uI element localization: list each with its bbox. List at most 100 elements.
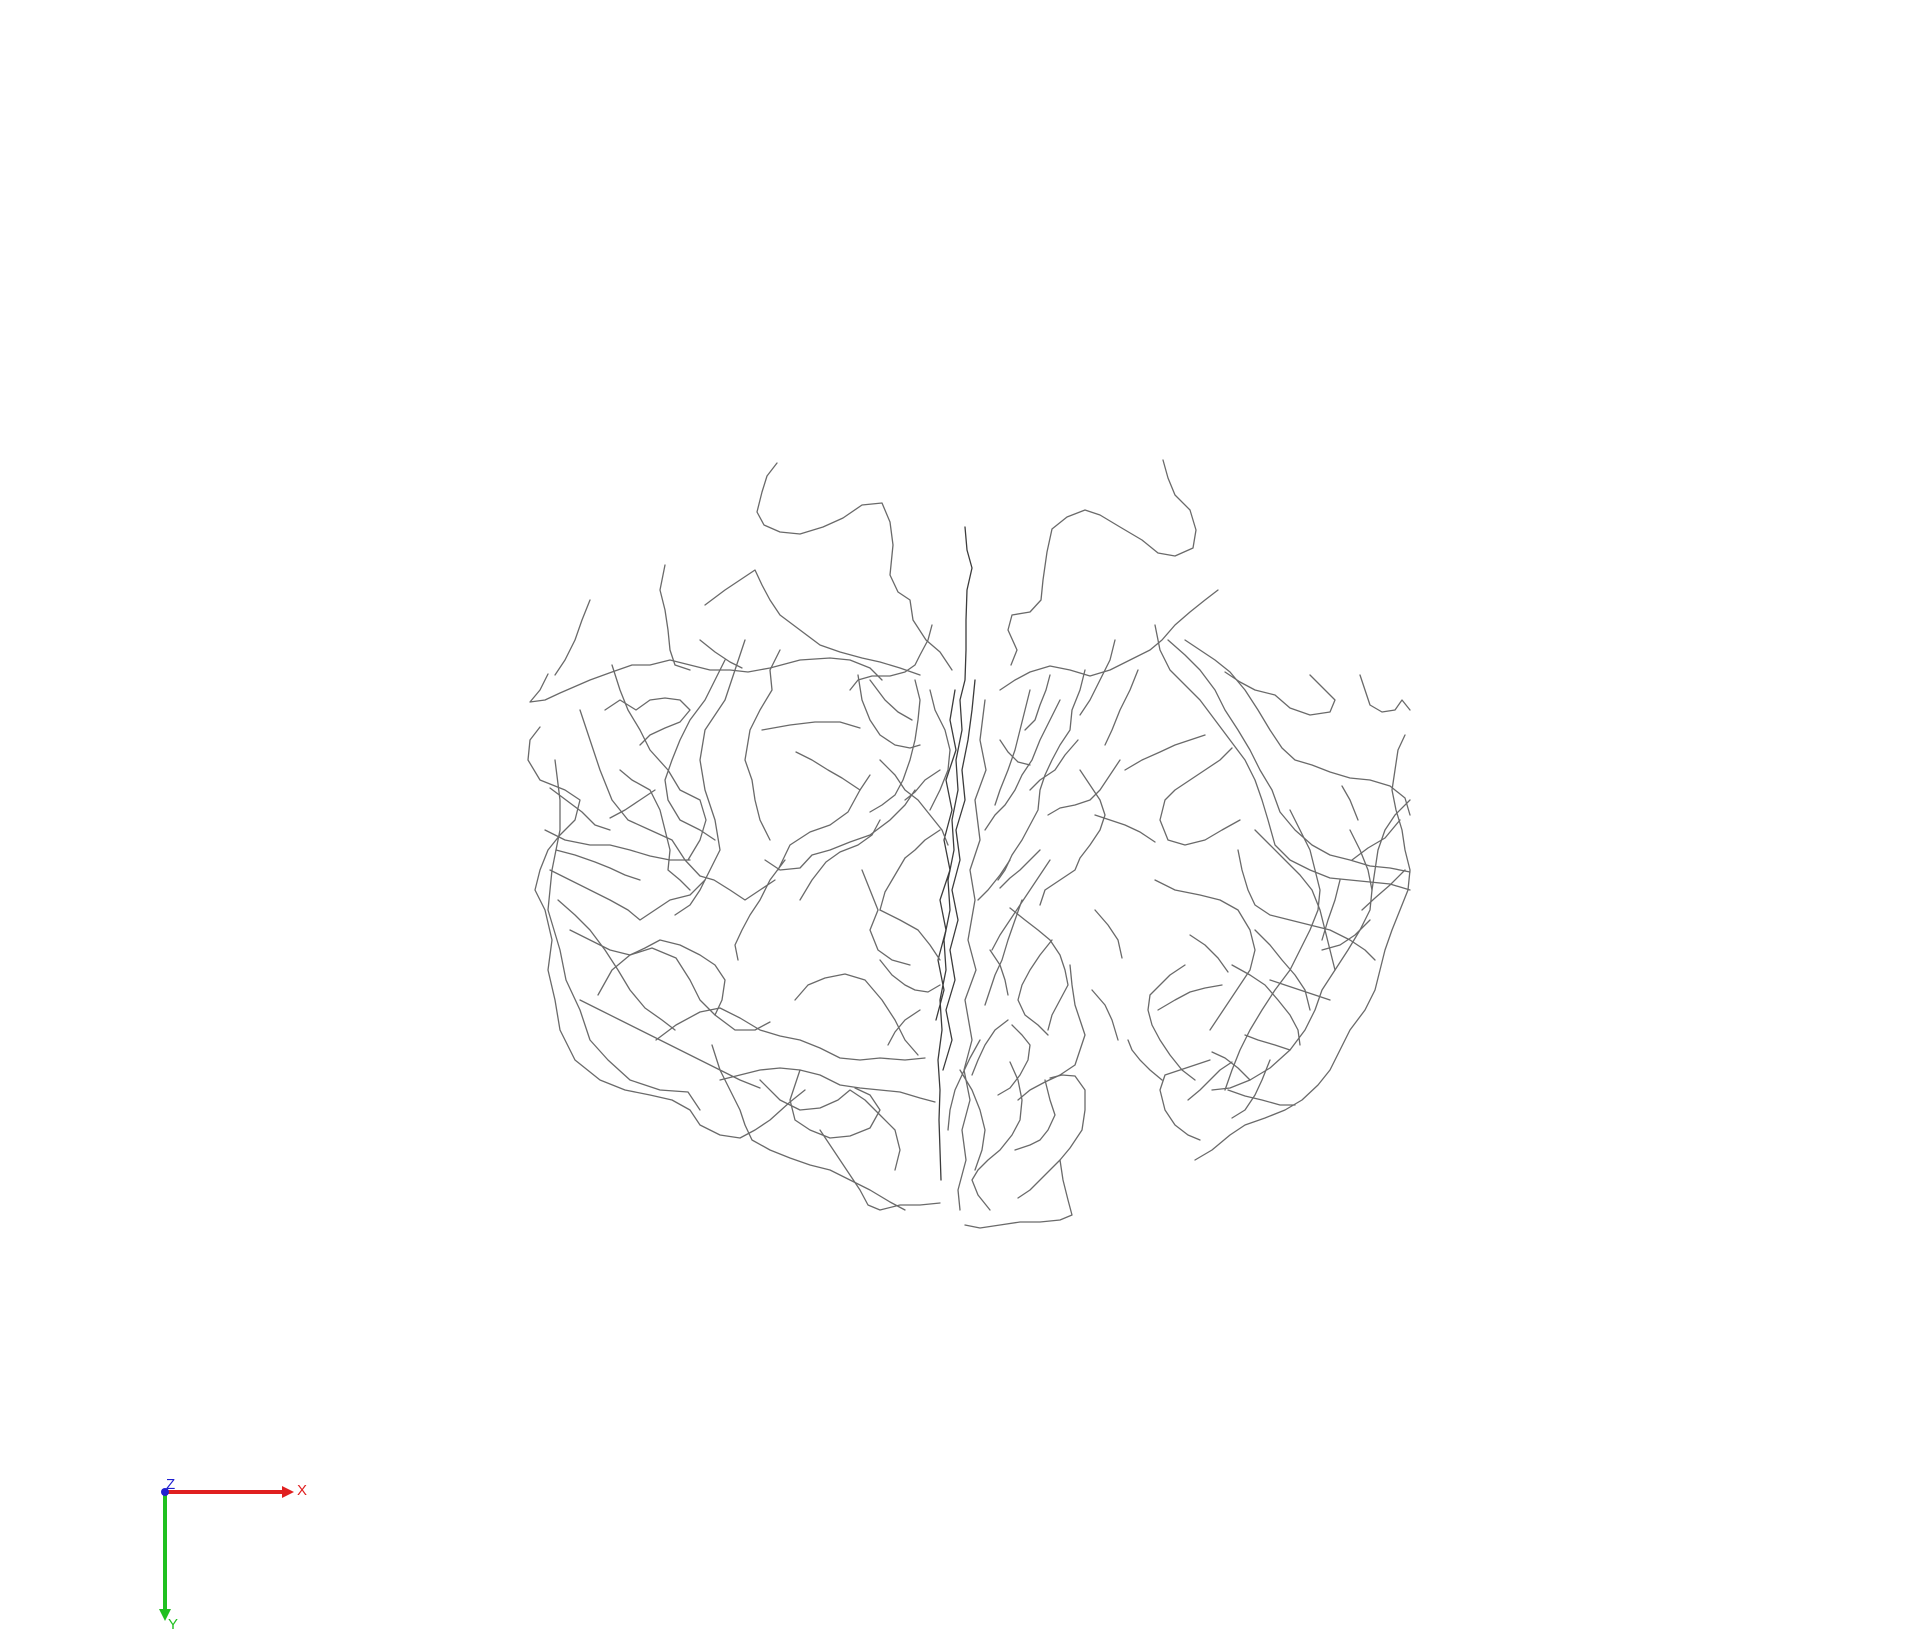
vessel-trace — [557, 899, 676, 1031]
vessel-trace — [711, 1044, 906, 1211]
vessel-trace — [1024, 674, 1051, 731]
vessel-trace — [997, 669, 1086, 881]
vessel-trace — [942, 679, 976, 1071]
vessel-trace — [1359, 674, 1411, 713]
vessel-trace — [1127, 1039, 1163, 1081]
vessel-trace — [699, 639, 743, 669]
vessel-trace — [904, 769, 941, 801]
vessel-trace — [1017, 1074, 1086, 1199]
vessel-trace — [1159, 747, 1241, 846]
vessel-trace — [994, 689, 1031, 806]
vessel-trace — [549, 869, 706, 921]
vessel-trace — [1231, 1059, 1271, 1119]
vessel-trace — [869, 679, 913, 721]
vessel-trace — [579, 709, 776, 901]
vessel-trace — [1237, 849, 1376, 961]
vessel-trace — [1224, 809, 1321, 1091]
vessel-trace — [879, 759, 949, 846]
vessel-trace — [1014, 1079, 1056, 1151]
vessel-trace — [1187, 1061, 1233, 1101]
vessel-trace — [869, 679, 921, 813]
vessel-traces — [527, 459, 1411, 1229]
vessel-trace — [957, 699, 987, 1211]
vessel-trace — [904, 829, 941, 859]
vessel-trace — [1361, 869, 1406, 911]
vessel-trace — [1159, 1059, 1211, 1141]
vessel-trace — [971, 1019, 1009, 1076]
vessel-trace — [1079, 639, 1116, 716]
vessel-trace — [984, 899, 1023, 1006]
vessel-trace — [609, 789, 656, 819]
vessel-trace — [569, 929, 726, 1016]
vessel-trace — [1009, 907, 1069, 1031]
vessel-trace — [719, 1067, 936, 1103]
vessel-trace — [849, 624, 933, 691]
x-axis-label: X — [297, 1482, 307, 1499]
vessel-trace — [1224, 671, 1336, 716]
vessel-trace — [989, 949, 1009, 996]
vessel-trace — [1351, 819, 1401, 861]
vessel-trace — [879, 959, 941, 993]
vessel-trace — [1244, 1034, 1291, 1051]
vessel-trace — [744, 649, 781, 841]
vessel-trace — [1017, 939, 1053, 1036]
z-axis-label: Z — [166, 1476, 175, 1493]
vessel-trace — [1124, 734, 1206, 771]
vessel-trace — [764, 789, 916, 871]
vessel-trace — [999, 849, 1041, 889]
vessel-trace — [527, 726, 806, 1139]
vessel-trace — [529, 657, 883, 703]
vessel-trace — [1147, 964, 1196, 1081]
vessel-trace — [1269, 979, 1331, 1001]
vessel-trace — [887, 1009, 921, 1046]
vessel-trace — [999, 739, 1031, 766]
vessel-trace — [947, 1039, 981, 1131]
vessel-trace — [734, 859, 786, 961]
vessel-trace — [1047, 759, 1121, 816]
vessel-trace — [1007, 459, 1197, 666]
vessel-trace — [1189, 934, 1229, 973]
vessel-trace — [604, 697, 691, 746]
vessel-trace — [761, 721, 861, 731]
vessel-trace — [1184, 639, 1411, 816]
vessel-trace — [971, 1061, 1023, 1211]
vessel-trace — [554, 599, 591, 676]
vessel-trace — [999, 589, 1219, 691]
vessel-trace — [959, 1069, 986, 1171]
vessel-trace — [1254, 929, 1311, 1011]
vessel-trace — [789, 1069, 881, 1139]
vessel-trace — [1017, 964, 1086, 1101]
vessel-trace — [977, 859, 1011, 901]
vessel-trace — [544, 829, 691, 861]
vessel-trace — [1211, 1051, 1251, 1081]
vessel-trace — [597, 947, 771, 1031]
vessel-trace — [861, 869, 911, 966]
vessel-trace — [549, 787, 611, 831]
vessel-trace — [759, 1079, 901, 1171]
vessel-trace — [1029, 739, 1079, 791]
vessel-trace — [704, 569, 921, 676]
vessel-trace — [1104, 669, 1139, 746]
vessel-trace — [819, 1129, 941, 1211]
vessel-trace — [1227, 1089, 1296, 1106]
vessel-trace — [1341, 785, 1359, 821]
vessel-trace — [1349, 829, 1373, 891]
vessel-trace — [1321, 879, 1341, 941]
vessel-trace — [997, 1024, 1031, 1096]
vessel-trace — [879, 857, 906, 911]
vessel-trace — [1167, 639, 1411, 873]
y-axis-label: Y — [168, 1616, 178, 1633]
vessel-trace — [1039, 769, 1106, 906]
vessel-trace — [879, 909, 941, 961]
vessel-trace — [1094, 814, 1156, 843]
vessel-trace — [664, 659, 726, 841]
vessel-trace — [929, 689, 951, 811]
vessel-trace — [857, 674, 921, 749]
vessel-trace — [659, 564, 691, 671]
vessel-trace — [1154, 879, 1256, 1031]
vessel-trace — [964, 1159, 1073, 1229]
vessel-trace — [935, 689, 957, 1021]
